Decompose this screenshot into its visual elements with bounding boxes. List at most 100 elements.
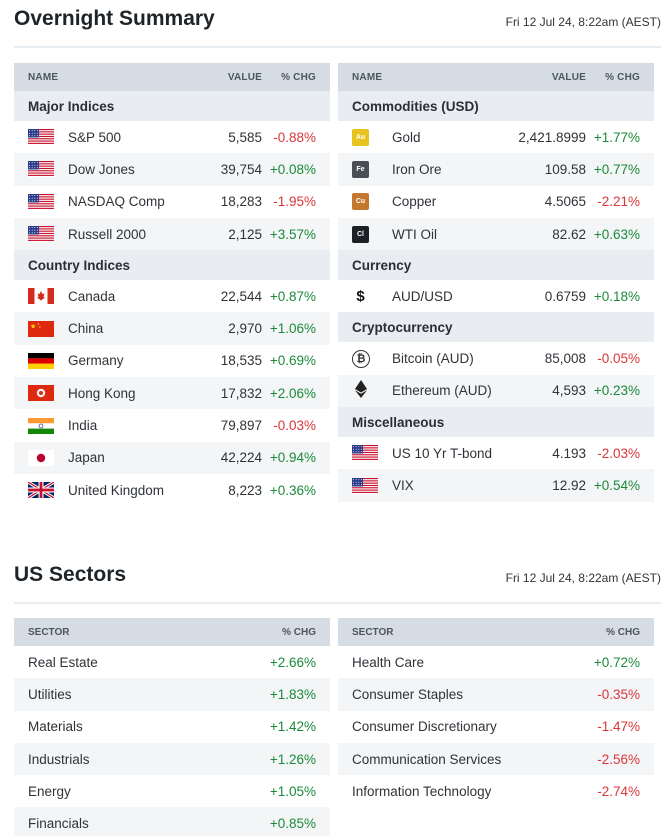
table-row[interactable]: S&P 500 5,585 -0.88% [14, 121, 330, 153]
table-row[interactable]: Utilities +1.83% [14, 678, 330, 711]
sector-change: -2.56% [597, 751, 640, 767]
instrument-name[interactable]: Bitcoin (AUD) [392, 351, 474, 367]
header-sector: SECTOR [28, 626, 70, 638]
table-row[interactable]: Russell 2000 2,125 +3.57% [14, 217, 330, 251]
sector-name[interactable]: Consumer Discretionary [352, 719, 497, 735]
sector-name[interactable]: Communication Services [352, 751, 502, 767]
sector-name[interactable]: Financials [28, 816, 89, 832]
group-header: Commodities (USD) [338, 91, 654, 121]
table-row[interactable]: Consumer Discretionary -1.47% [338, 711, 654, 743]
table-row[interactable]: Germany 18,535 +0.69% [14, 345, 330, 377]
table-row[interactable]: Financials +0.85% [14, 807, 330, 836]
instrument-value: 2,970 [228, 321, 262, 337]
instrument-value: 18,283 [220, 194, 262, 210]
table-row[interactable]: Ethereum (AUD) 4,593 +0.23% [338, 374, 654, 408]
instrument-name[interactable]: S&P 500 [68, 129, 122, 145]
table-row[interactable]: Cl WTI Oil 82.62 +0.63% [338, 217, 654, 251]
instrument-change: +0.54% [593, 478, 640, 494]
group-header: Currency [338, 250, 654, 281]
row-icon-cell [14, 345, 54, 377]
instrument-name[interactable]: US 10 Yr T-bond [392, 445, 493, 461]
table-row[interactable]: Canada 22,544 +0.87% [14, 280, 330, 312]
instrument-name[interactable]: Japan [68, 450, 105, 466]
header-value: VALUE [227, 71, 262, 83]
instrument-value: 5,585 [228, 129, 262, 145]
sector-name[interactable]: Health Care [352, 654, 425, 670]
sector-change: +1.42% [269, 719, 316, 735]
instrument-value: 2,421.8999 [518, 129, 586, 145]
sector-name[interactable]: Information Technology [352, 783, 492, 799]
table-row[interactable]: US 10 Yr T-bond 4.193 -2.03% [338, 437, 654, 469]
group-header: Cryptocurrency [338, 312, 654, 343]
instrument-name[interactable]: Germany [68, 353, 124, 369]
table-row[interactable]: Materials +1.42% [14, 711, 330, 743]
sectors-left-table: SECTOR % CHG Real Estate +2.66% Utilitie… [14, 618, 330, 836]
table-row[interactable]: Information Technology -2.74% [338, 775, 654, 807]
table-row[interactable]: India 79,897 -0.03% [14, 409, 330, 441]
canada-flag-icon [28, 288, 54, 305]
sector-name[interactable]: Utilities [28, 686, 72, 702]
us-flag-icon [352, 477, 378, 494]
table-row[interactable]: Communication Services -2.56% [338, 742, 654, 776]
instrument-name[interactable]: India [68, 418, 98, 434]
instrument-name[interactable]: Gold [392, 129, 421, 145]
instrument-name[interactable]: Dow Jones [68, 161, 135, 177]
table-row[interactable]: Au Gold 2,421.8999 +1.77% [338, 121, 654, 153]
instrument-change: -0.03% [273, 418, 316, 434]
instrument-change: -0.88% [273, 129, 316, 145]
sector-name[interactable]: Consumer Staples [352, 686, 464, 702]
instrument-value: 85,008 [544, 351, 586, 367]
table-row[interactable]: Real Estate +2.66% [14, 646, 330, 678]
divider [14, 46, 661, 48]
instrument-name[interactable]: Iron Ore [392, 161, 442, 177]
sector-name[interactable]: Industrials [28, 751, 90, 767]
table-row[interactable]: Japan 42,224 +0.94% [14, 441, 330, 474]
table-row[interactable]: Dow Jones 39,754 +0.08% [14, 153, 330, 186]
table-row[interactable]: United Kingdom 8,223 +0.36% [14, 474, 330, 506]
sector-name[interactable]: Materials [28, 719, 83, 735]
instrument-name[interactable]: NASDAQ Comp [68, 194, 165, 210]
bitcoin-icon: ₿ [352, 349, 370, 368]
table-row[interactable]: Industrials +1.26% [14, 742, 330, 776]
instrument-value: 39,754 [220, 161, 262, 177]
instrument-name[interactable]: Copper [392, 194, 437, 210]
instrument-name[interactable]: WTI Oil [392, 226, 437, 242]
instrument-change: +0.08% [269, 161, 316, 177]
table-row[interactable]: Health Care +0.72% [338, 646, 654, 678]
table-row[interactable]: Energy +1.05% [14, 775, 330, 807]
row-icon-cell [338, 469, 378, 501]
table-row[interactable]: Consumer Staples -0.35% [338, 678, 654, 711]
table-body: Health Care +0.72% Consumer Staples -0.3… [338, 646, 654, 807]
sector-name[interactable]: Real Estate [28, 654, 98, 670]
instrument-change: +1.06% [269, 321, 316, 337]
row-icon-cell [14, 121, 54, 153]
overnight-right-table: NAME VALUE % CHG Commodities (USD) Au Go… [338, 63, 654, 502]
sector-change: -1.47% [597, 719, 640, 735]
china-flag-icon: ★ ★ ★ [28, 320, 54, 337]
instrument-value: 82.62 [552, 226, 586, 242]
table-row[interactable]: Cu Copper 4.5065 -2.21% [338, 186, 654, 218]
dollar-icon: $ [356, 287, 365, 305]
instrument-name[interactable]: AUD/USD [392, 288, 453, 304]
table-row[interactable]: ₿ Bitcoin (AUD) 85,008 -0.05% [338, 342, 654, 374]
table-row[interactable]: $ AUD/USD 0.6759 +0.18% [338, 280, 654, 312]
instrument-name[interactable]: Canada [68, 288, 116, 304]
instrument-name[interactable]: Russell 2000 [68, 226, 147, 242]
table-row[interactable]: VIX 12.92 +0.54% [338, 469, 654, 502]
instrument-value: 79,897 [220, 418, 262, 434]
instrument-value: 109.58 [544, 161, 586, 177]
table-row[interactable]: Fe Iron Ore 109.58 +0.77% [338, 153, 654, 186]
sector-name[interactable]: Energy [28, 783, 71, 799]
table-row[interactable]: NASDAQ Comp 18,283 -1.95% [14, 186, 330, 218]
instrument-name[interactable]: United Kingdom [68, 482, 165, 498]
row-icon-cell [14, 186, 54, 218]
table-row[interactable]: ★ ★ ★ China 2,970 +1.06% [14, 312, 330, 345]
instrument-name[interactable]: China [68, 321, 104, 337]
instrument-name[interactable]: VIX [392, 478, 414, 494]
instrument-name[interactable]: Hong Kong [68, 385, 136, 401]
sector-change: +0.85% [269, 816, 316, 832]
germany-flag-icon [28, 352, 54, 369]
header-chg: % CHG [282, 626, 316, 638]
instrument-name[interactable]: Ethereum (AUD) [392, 383, 492, 399]
table-row[interactable]: Hong Kong 17,832 +2.06% [14, 377, 330, 410]
